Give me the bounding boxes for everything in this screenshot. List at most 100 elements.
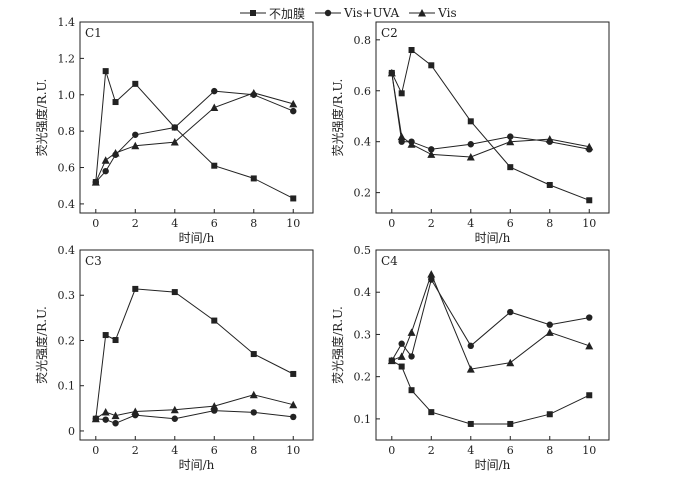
data-point-no-film-c4 <box>586 392 593 399</box>
y-tick-label-c1: 0.4 <box>58 198 76 211</box>
y-tick-label-c4: 0.4 <box>354 286 372 299</box>
x-tick-label-c4: 10 <box>582 444 596 457</box>
data-point-vis-uva-c3 <box>250 409 257 416</box>
y-tick-label-c4: 0.1 <box>354 413 372 426</box>
series-vis-uva-c4 <box>388 276 593 364</box>
y-tick-label-c2: 0.4 <box>354 136 372 149</box>
data-point-no-film-c1 <box>211 162 218 169</box>
panel-label-c4: C4 <box>381 254 398 268</box>
legend-label-vis-uva: Vis+UVA <box>344 6 400 20</box>
x-axis-title-c1: 时间/h <box>179 231 215 245</box>
series-no-film-c3 <box>92 285 297 422</box>
data-point-vis-c4 <box>387 356 396 365</box>
series-line-no-film-c1 <box>95 70 294 199</box>
x-axis-title-c3: 时间/h <box>179 458 215 472</box>
data-point-no-film-c4 <box>546 411 553 418</box>
data-point-vis-c3 <box>101 407 110 416</box>
y-tick-label-c2: 0.6 <box>354 85 372 98</box>
data-point-vis-c3 <box>210 402 219 410</box>
series-no-film-c1 <box>92 68 297 202</box>
x-tick-label-c1: 10 <box>286 217 300 230</box>
legend-item-vis: Vis <box>409 6 457 20</box>
data-point-vis-c4 <box>506 358 515 367</box>
data-point-no-film-c1 <box>102 68 109 75</box>
x-tick-label-c4: 6 <box>507 444 514 457</box>
panel-label-c1: C1 <box>85 26 102 40</box>
data-point-no-film-c1 <box>250 175 257 182</box>
data-point-no-film-c3 <box>102 332 109 339</box>
series-line-no-film-c2 <box>391 49 590 201</box>
data-point-vis-c1 <box>289 99 298 108</box>
x-axis-title-c4: 时间/h <box>475 458 511 472</box>
data-point-vis-c4 <box>545 328 554 336</box>
data-point-no-film-c2 <box>546 181 553 188</box>
data-point-vis-c3 <box>131 407 140 415</box>
data-point-vis-c4 <box>585 341 594 350</box>
data-point-vis-uva-c1 <box>102 167 109 175</box>
panel-label-c2: C2 <box>381 26 398 40</box>
series-vis-uva-c1 <box>92 87 297 186</box>
data-point-no-film-c1 <box>290 195 297 202</box>
legend-label-no-film: 不加膜 <box>269 6 306 21</box>
data-point-vis-uva-c3 <box>290 413 297 421</box>
series-vis-c3 <box>91 390 298 423</box>
data-point-no-film-c1 <box>132 80 139 87</box>
chart-panel-c1: C1 0 2 4 6 8 10 0.4 0.6 0.8 1.0 1.2 1.4 时间/h 荧光强度/R.U. <box>34 16 314 245</box>
data-point-vis-c3 <box>289 400 298 409</box>
data-point-vis-uva-c4 <box>586 314 593 321</box>
data-point-no-film-c4 <box>428 409 435 416</box>
y-tick-label-c4: 0.2 <box>354 371 372 384</box>
x-tick-label-c2: 10 <box>582 217 596 230</box>
series-line-no-film-c3 <box>95 288 294 419</box>
data-point-vis-uva-c4 <box>398 340 405 347</box>
y-tick-label-c4: 0.3 <box>354 328 372 341</box>
y-tick-label-c2: 0.8 <box>354 34 372 47</box>
x-tick-label-c4: 4 <box>467 444 474 457</box>
data-point-no-film-c4 <box>408 387 415 394</box>
x-tick-label-c3: 6 <box>211 444 218 457</box>
data-point-no-film-c1 <box>112 99 119 106</box>
y-axis-title-c2: 荧光强度/R.U. <box>330 79 345 157</box>
x-tick-label-c1: 4 <box>171 217 178 230</box>
x-tick-label-c4: 8 <box>546 444 553 457</box>
series-line-vis-uva-c1 <box>95 90 294 183</box>
series-no-film-c4 <box>388 357 593 427</box>
data-point-vis-uva-c4 <box>507 308 514 316</box>
series-vis-c1 <box>91 88 298 186</box>
data-point-vis-c3 <box>111 411 120 420</box>
series-line-vis-uva-c3 <box>95 410 294 424</box>
data-point-vis-uva-c4 <box>467 342 474 350</box>
y-axis-title-c3: 荧光强度/R.U. <box>34 306 49 384</box>
series-vis-c2 <box>387 68 594 161</box>
y-tick-label-c1: 0.6 <box>58 162 76 175</box>
data-point-no-film-c2 <box>467 118 474 125</box>
data-point-no-film-c3 <box>132 285 139 292</box>
y-axis-title-c1: 荧光强度/R.U. <box>34 79 49 157</box>
data-point-no-film-c4 <box>398 363 405 370</box>
series-line-no-film-c4 <box>391 360 590 425</box>
legend-label-vis: Vis <box>438 6 457 20</box>
series-line-vis-uva-c2 <box>391 72 590 150</box>
data-point-vis-c1 <box>91 178 100 186</box>
y-tick-label-c1: 1.0 <box>58 89 76 102</box>
x-tick-label-c4: 0 <box>388 444 395 457</box>
data-point-vis-uva-c2 <box>428 146 435 153</box>
x-tick-label-c2: 4 <box>467 217 474 230</box>
chart-panel-c4: C4 0 2 4 6 8 10 0.1 0.2 0.3 0.4 0.5 时间/h 荧光强度/R.U. <box>330 244 610 472</box>
series-line-vis-c4 <box>391 272 590 370</box>
panel-label-c3: C3 <box>85 254 102 268</box>
x-tick-label-c1: 6 <box>211 217 218 230</box>
x-axis-title-c2: 时间/h <box>475 231 511 245</box>
x-tick-label-c3: 10 <box>286 444 300 457</box>
y-tick-label-c1: 0.8 <box>58 125 76 138</box>
data-point-no-film-c2 <box>398 90 405 97</box>
data-point-no-film-c2 <box>408 47 415 54</box>
data-point-vis-c2 <box>585 142 594 151</box>
series-vis-uva-c2 <box>388 69 593 153</box>
y-axis-title-c4: 荧光强度/R.U. <box>330 306 345 384</box>
data-point-vis-c4 <box>466 365 475 373</box>
y-tick-label-c2: 0.2 <box>354 187 372 200</box>
data-point-no-film-c4 <box>507 420 514 427</box>
x-tick-label-c1: 8 <box>250 217 257 230</box>
x-tick-label-c3: 2 <box>132 444 139 457</box>
